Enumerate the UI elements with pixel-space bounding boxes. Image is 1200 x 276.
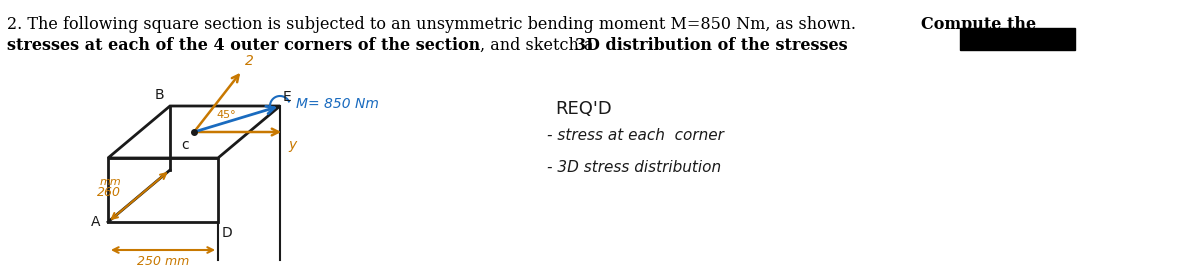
Text: c: c <box>181 138 190 152</box>
Text: - 3D stress distribution: - 3D stress distribution <box>547 160 721 175</box>
Text: Compute the: Compute the <box>922 16 1036 33</box>
Text: stresses at each of the 4 outer corners of the section: stresses at each of the 4 outer corners … <box>7 37 480 54</box>
Text: - stress at each  corner: - stress at each corner <box>547 128 724 143</box>
Text: , and sketch a: , and sketch a <box>480 37 599 54</box>
Text: D: D <box>222 226 233 240</box>
Text: 260: 260 <box>97 185 121 198</box>
Text: 3D distribution of the stresses: 3D distribution of the stresses <box>575 37 847 54</box>
Text: REQ'D: REQ'D <box>554 100 612 118</box>
Text: A: A <box>90 215 100 229</box>
Text: 250 mm: 250 mm <box>137 255 190 268</box>
Text: E: E <box>283 90 292 104</box>
Text: M= 850 Nm: M= 850 Nm <box>296 97 379 111</box>
Text: y: y <box>288 138 296 152</box>
Text: 2: 2 <box>245 54 254 68</box>
Text: 2. The following square section is subjected to an unsymmetric bending moment M=: 2. The following square section is subje… <box>7 16 862 33</box>
Text: B: B <box>155 88 164 102</box>
Text: mm: mm <box>100 177 121 187</box>
Bar <box>960 28 1075 50</box>
Text: 45°: 45° <box>216 110 235 120</box>
